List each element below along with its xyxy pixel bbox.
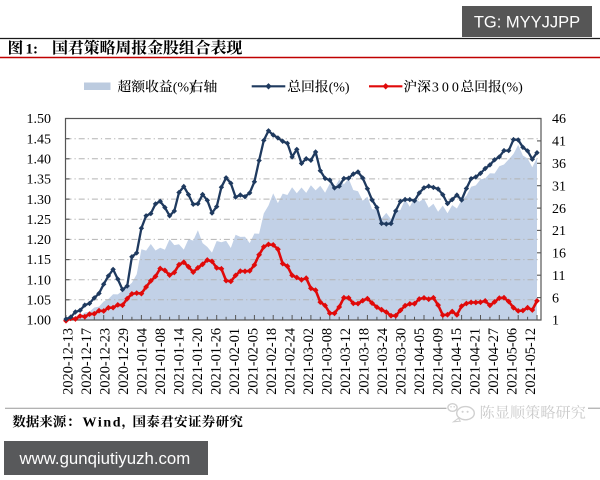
svg-text:2021-01-04: 2021-01-04 [135,328,151,395]
svg-text:1.45: 1.45 [27,132,52,147]
svg-text:1.30: 1.30 [27,193,52,208]
svg-text:16: 16 [552,247,566,262]
svg-text:1.00: 1.00 [27,314,52,329]
svg-text:2021-02-01: 2021-02-01 [227,328,243,395]
svg-text:36: 36 [552,157,566,172]
svg-text:1.50: 1.50 [27,112,52,127]
svg-text:2021-05-06: 2021-05-06 [505,328,521,395]
svg-text:1.10: 1.10 [27,273,52,288]
svg-text:300: 300 [432,80,459,95]
svg-text:1:: 1: [26,41,39,57]
svg-text:TG: MYYJJPP: TG: MYYJJPP [474,14,580,32]
svg-text:2021-04-27: 2021-04-27 [486,328,502,395]
svg-text:2021-03-30: 2021-03-30 [394,328,410,395]
svg-text:2020-12-29: 2020-12-29 [116,328,132,395]
svg-text:2021-03-24: 2021-03-24 [375,328,391,395]
svg-text:(%): (%) [329,80,350,95]
svg-text:2020-12-17: 2020-12-17 [79,328,95,395]
svg-text:1.20: 1.20 [27,233,52,248]
svg-text:2020-12-23: 2020-12-23 [98,328,114,395]
svg-text:2021-02-18: 2021-02-18 [264,328,280,395]
svg-text:2021-03-18: 2021-03-18 [357,328,373,395]
svg-text:1.40: 1.40 [27,153,52,168]
svg-text:21: 21 [552,224,566,239]
svg-text:1.35: 1.35 [27,173,52,188]
svg-text:2020-12-13: 2020-12-13 [61,328,77,395]
svg-text:26: 26 [552,202,566,217]
svg-text:2021-01-26: 2021-01-26 [209,328,225,395]
svg-text:1.05: 1.05 [27,294,52,309]
svg-text:2021-04-15: 2021-04-15 [449,328,465,395]
svg-text:1.25: 1.25 [27,213,52,228]
svg-text:2021-03-08: 2021-03-08 [320,328,336,395]
svg-text:1: 1 [552,314,559,329]
svg-text:31: 31 [552,179,566,194]
svg-text:www.gunqiutiyuzh.com: www.gunqiutiyuzh.com [19,449,191,468]
svg-text:2021-01-20: 2021-01-20 [190,328,206,395]
svg-text:41: 41 [552,135,566,150]
svg-text:2021-04-05: 2021-04-05 [412,328,428,395]
svg-text:1.15: 1.15 [27,253,52,268]
svg-text:2021-02-05: 2021-02-05 [246,328,262,395]
svg-text:2021-04-21: 2021-04-21 [468,328,484,395]
svg-text:(%): (%) [173,80,194,95]
svg-text:2021-02-24: 2021-02-24 [283,328,299,395]
svg-text:Wind: Wind [83,415,123,430]
svg-text:6: 6 [552,291,559,306]
svg-text:(%): (%) [502,80,523,95]
svg-text:2021-03-02: 2021-03-02 [301,328,317,395]
svg-text:2021-01-08: 2021-01-08 [153,328,169,395]
svg-text:2021-04-09: 2021-04-09 [431,328,447,395]
svg-text:46: 46 [552,112,566,127]
svg-text:2021-05-12: 2021-05-12 [523,328,539,395]
svg-text:11: 11 [552,269,565,284]
svg-text:2021-03-12: 2021-03-12 [338,328,354,395]
svg-text:2021-01-14: 2021-01-14 [172,328,188,395]
